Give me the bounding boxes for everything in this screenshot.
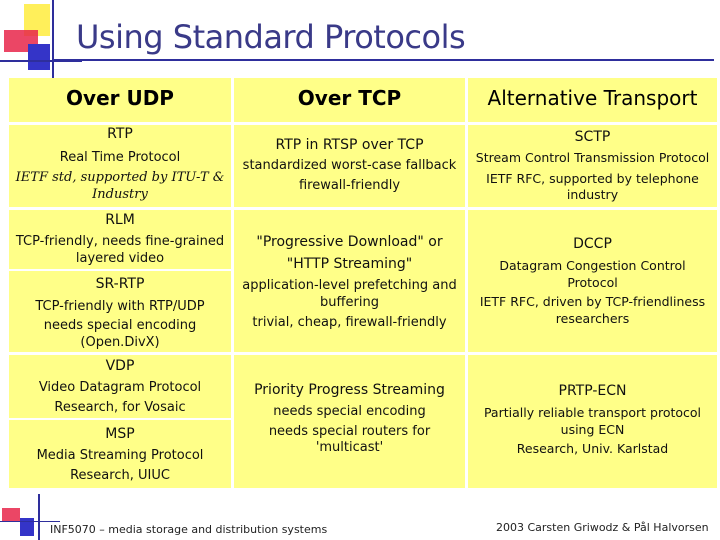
decor-blue-square bbox=[28, 44, 50, 70]
alt-dccp-line3: IETF RFC, driven by TCP-friendliness bbox=[479, 294, 706, 309]
udp-rlm-name: RLM bbox=[105, 212, 135, 228]
alt-dccp-line4: researchers bbox=[555, 311, 630, 326]
udp-vdp-line1: Video Datagram Protocol bbox=[38, 380, 202, 395]
alt-prtp-name: PRTP-ECN bbox=[558, 383, 627, 399]
tcp-rtsp-name: RTP in RTSP over TCP bbox=[275, 137, 424, 153]
alt-prtp-line3: Research, Univ. Karlstad bbox=[516, 441, 669, 456]
tcp-rtsp-line2: firewall-friendly bbox=[298, 178, 401, 193]
udp-srrtp-line1: TCP-friendly with RTP/UDP bbox=[35, 299, 205, 314]
footer-course: INF5070 – media storage and distribution… bbox=[50, 523, 328, 536]
alt-prtp-line1: Partially reliable transport protocol bbox=[483, 405, 702, 420]
decor-red-square-bottom bbox=[2, 508, 20, 522]
decor-blue-square-bottom bbox=[20, 518, 34, 536]
udp-rtp-std2: Industry bbox=[92, 187, 148, 202]
alt-sctp-line3: industry bbox=[566, 187, 619, 202]
udp-rlm-line1: TCP-friendly, needs fine-grained bbox=[15, 234, 225, 249]
tcp-progressive-line1: application-level prefetching and bbox=[242, 278, 457, 293]
header-udp: Over UDP bbox=[66, 86, 174, 110]
udp-msp-name: MSP bbox=[105, 426, 135, 442]
udp-rlm-line2: layered video bbox=[75, 251, 165, 266]
header-alt: Alternative Transport bbox=[487, 86, 698, 110]
udp-rtp-name: RTP bbox=[107, 126, 133, 142]
tcp-progressive-name2: "HTTP Streaming" bbox=[286, 256, 413, 272]
tcp-progressive-line3: trivial, cheap, firewall-friendly bbox=[252, 315, 447, 330]
udp-vdp-msp-cell: VDP Video Datagram Protocol Research, fo… bbox=[9, 355, 231, 488]
header-tcp-cell: Over TCP bbox=[234, 78, 465, 122]
udp-srrtp-line2: needs special encoding bbox=[43, 318, 197, 333]
decor-horizontal-line bbox=[0, 60, 82, 62]
alt-sctp-cell: SCTP Stream Control Transmission Protoco… bbox=[468, 125, 717, 207]
udp-srrtp-line3: (Open.DivX) bbox=[80, 335, 160, 350]
alt-prtp-cell: PRTP-ECN Partially reliable transport pr… bbox=[468, 355, 717, 488]
header-tcp: Over TCP bbox=[297, 86, 402, 110]
udp-msp-line2: Research, UIUC bbox=[70, 468, 170, 483]
udp-srrtp-name: SR-RTP bbox=[95, 276, 145, 292]
tcp-pps-name: Priority Progress Streaming bbox=[254, 382, 445, 398]
alt-sctp-line2: IETF RFC, supported by telephone bbox=[486, 171, 699, 186]
alt-sctp-line1: Stream Control Transmission Protocol bbox=[475, 150, 710, 165]
udp-rtp-cell: RTP Real Time Protocol IETF std, support… bbox=[9, 125, 231, 207]
title-underline bbox=[52, 59, 714, 61]
udp-msp-cell: MSP Media Streaming Protocol Research, U… bbox=[9, 420, 231, 488]
decor-vertical-line bbox=[52, 0, 54, 80]
tcp-rtsp-cell: RTP in RTSP over TCP standardized worst-… bbox=[234, 125, 465, 207]
udp-vdp-name: VDP bbox=[105, 358, 135, 374]
udp-srrtp-cell: SR-RTP TCP-friendly with RTP/UDP needs s… bbox=[9, 271, 231, 352]
udp-rtp-desc: Real Time Protocol bbox=[59, 150, 181, 165]
udp-row-divider bbox=[9, 269, 231, 271]
alt-sctp-name: SCTP bbox=[574, 129, 611, 145]
tcp-pps-line2: needs special routers for 'multicast' bbox=[268, 424, 431, 455]
alt-prtp-line2: using ECN bbox=[560, 422, 625, 437]
udp-row-divider-2 bbox=[9, 418, 231, 420]
header-udp-cell: Over UDP bbox=[9, 78, 231, 122]
protocol-table: Over UDP Over TCP Alternative Transport … bbox=[9, 78, 717, 488]
header-alt-cell: Alternative Transport bbox=[468, 78, 717, 122]
slide-title: Using Standard Protocols bbox=[76, 18, 466, 56]
alt-dccp-cell: DCCP Datagram Congestion Control Protoco… bbox=[468, 210, 717, 352]
alt-dccp-line1: Datagram Congestion Control bbox=[499, 258, 686, 273]
alt-dccp-name: DCCP bbox=[573, 236, 612, 252]
tcp-progressive-cell: "Progressive Download" or "HTTP Streamin… bbox=[234, 210, 465, 352]
alt-dccp-line2: Protocol bbox=[567, 275, 618, 290]
footer-authors: 2003 Carsten Griwodz & Pål Halvorsen bbox=[496, 521, 709, 534]
udp-rtp-std: IETF std, supported by ITU-T & bbox=[15, 170, 225, 185]
decor-vertical-line-bottom bbox=[38, 494, 40, 540]
tcp-progressive-line2: buffering bbox=[320, 295, 379, 310]
udp-msp-line1: Media Streaming Protocol bbox=[36, 448, 204, 463]
tcp-pps-line1: needs special encoding bbox=[273, 404, 426, 419]
udp-vdp-line2: Research, for Vosaic bbox=[54, 400, 186, 415]
tcp-progressive-name: "Progressive Download" or bbox=[256, 234, 443, 250]
udp-rlm-srrtp-cell: RLM TCP-friendly, needs fine-grained lay… bbox=[9, 210, 231, 352]
tcp-pps-cell: Priority Progress Streaming needs specia… bbox=[234, 355, 465, 488]
decor-horizontal-line-bottom bbox=[0, 521, 60, 522]
tcp-rtsp-line1: standardized worst-case fallback bbox=[242, 158, 457, 173]
